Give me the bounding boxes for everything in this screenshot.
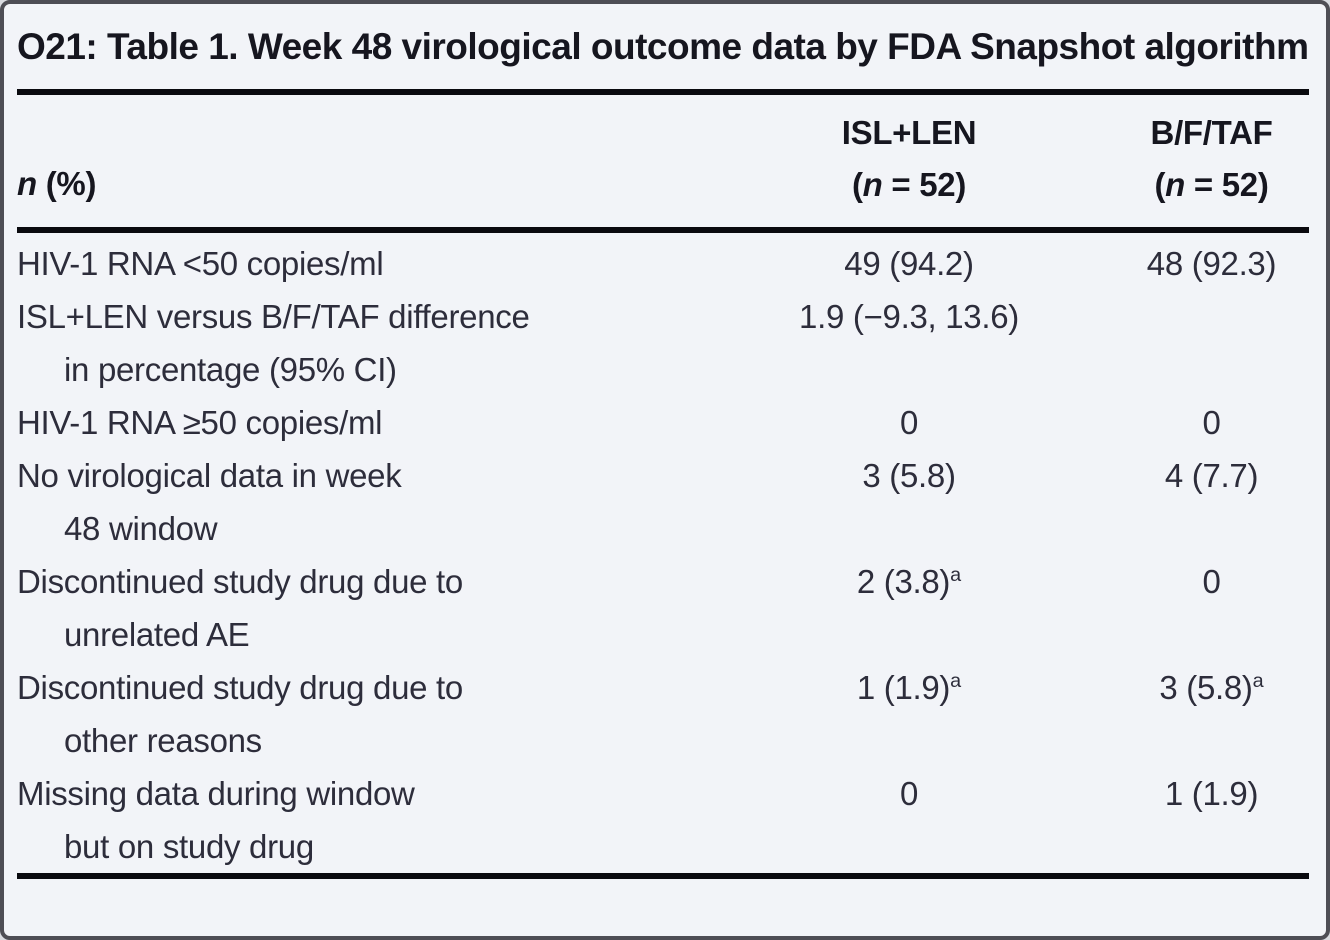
bftaf-value: 0 xyxy=(1054,555,1309,608)
header-col-isl-len: ISL+LEN (n = 52) xyxy=(764,107,1054,211)
header-n-italic: n xyxy=(17,165,37,202)
n-count: = 52) xyxy=(1185,166,1269,203)
isl-len-value: 1.9 (−9.3, 13.6) xyxy=(764,290,1054,343)
row-label-line1: Discontinued study drug due to xyxy=(17,669,463,706)
row-label-line1: Discontinued study drug due to xyxy=(17,563,463,600)
bftaf-value: 1 (1.9) xyxy=(1054,767,1309,820)
isl-len-value: 1 (1.9)a xyxy=(764,661,1054,714)
header-n-rest: (%) xyxy=(36,165,97,202)
row-label-line2: in percentage (95% CI) xyxy=(64,351,397,388)
row-label: Discontinued study drug due to other rea… xyxy=(17,661,764,767)
footnote-marker: a xyxy=(950,564,962,586)
row-label: HIV-1 RNA <50 copies/ml xyxy=(17,237,764,290)
page-title: O21: Table 1. Week 48 virological outcom… xyxy=(17,26,1309,67)
n-italic: n xyxy=(862,166,883,203)
value-text: 0 xyxy=(1202,404,1221,441)
row-label-line2: other reasons xyxy=(64,722,262,759)
top-rule xyxy=(17,89,1309,95)
table-row-hiv-ge50: HIV-1 RNA ≥50 copies/ml 0 0 xyxy=(17,396,1309,449)
header-rule xyxy=(17,227,1309,233)
row-label: Discontinued study drug due to unrelated… xyxy=(17,555,764,661)
isl-len-value: 3 (5.8) xyxy=(764,449,1054,502)
bottom-rule xyxy=(17,873,1309,879)
row-label: HIV-1 RNA ≥50 copies/ml xyxy=(17,396,764,449)
paren: ( xyxy=(851,166,863,203)
header-bftaf-n: (n = 52) xyxy=(1114,159,1309,211)
n-italic: n xyxy=(1165,166,1186,203)
value-text: 48 (92.3) xyxy=(1146,245,1277,282)
bftaf-value: 4 (7.7) xyxy=(1054,449,1309,502)
bftaf-value: 48 (92.3) xyxy=(1054,237,1309,290)
row-label-line1: HIV-1 RNA <50 copies/ml xyxy=(17,245,384,282)
table-row-disc-other-reasons: Discontinued study drug due to other rea… xyxy=(17,661,1309,767)
value-text: 1 (1.9) xyxy=(856,669,951,706)
isl-len-value: 0 xyxy=(764,767,1054,820)
value-text: 3 (5.8) xyxy=(1159,669,1253,706)
isl-len-value: 0 xyxy=(764,396,1054,449)
value-text: 3 (5.8) xyxy=(862,457,956,494)
row-label: Missing data during window but on study … xyxy=(17,767,764,873)
value-text: 2 (3.8) xyxy=(856,563,951,600)
bftaf-value xyxy=(1054,290,1309,343)
row-label: ISL+LEN versus B/F/TAF difference in per… xyxy=(17,290,764,396)
value-text: 0 xyxy=(899,775,919,812)
table-header: n (%) ISL+LEN (n = 52) B/F/TAF (n = 52) xyxy=(17,95,1309,227)
value-text: 0 xyxy=(1202,563,1221,600)
row-label-line1: ISL+LEN versus B/F/TAF difference xyxy=(17,298,530,335)
row-label-line2: unrelated AE xyxy=(64,616,250,653)
table-row-no-virological-data: No virological data in week 48 window 3 … xyxy=(17,449,1309,555)
footnote-marker: a xyxy=(950,670,962,692)
outcome-table: n (%) ISL+LEN (n = 52) B/F/TAF (n = 52) … xyxy=(17,89,1309,879)
row-label-line1: HIV-1 RNA ≥50 copies/ml xyxy=(17,404,383,441)
row-label: No virological data in week 48 window xyxy=(17,449,764,555)
row-label-line1: Missing data during window xyxy=(17,775,415,812)
table-body: HIV-1 RNA <50 copies/ml 49 (94.2) 48 (92… xyxy=(17,233,1309,873)
header-isl-len-name: ISL+LEN xyxy=(841,114,977,151)
header-isl-len-n: (n = 52) xyxy=(764,159,1054,211)
isl-len-value: 2 (3.8)a xyxy=(764,555,1054,608)
header-row-label: n (%) xyxy=(17,158,764,211)
row-label-line1: No virological data in week xyxy=(17,457,402,494)
value-text: 0 xyxy=(899,404,919,441)
isl-len-value: 49 (94.2) xyxy=(764,237,1054,290)
table-row-disc-unrelated-ae: Discontinued study drug due to unrelated… xyxy=(17,555,1309,661)
value-text: 1.9 (−9.3, 13.6) xyxy=(799,298,1019,335)
row-label-line2: but on study drug xyxy=(64,828,314,865)
value-text: 1 (1.9) xyxy=(1164,775,1259,812)
table-row-missing-data: Missing data during window but on study … xyxy=(17,767,1309,873)
bftaf-value: 0 xyxy=(1054,396,1309,449)
row-label-line2: 48 window xyxy=(64,510,218,547)
header-bftaf-name: B/F/TAF xyxy=(1150,114,1273,151)
footnote-marker: a xyxy=(1252,670,1264,692)
table-row-hiv-lt50: HIV-1 RNA <50 copies/ml 49 (94.2) 48 (92… xyxy=(17,237,1309,290)
paren: ( xyxy=(1154,166,1166,203)
value-text: 49 (94.2) xyxy=(844,245,974,282)
table-row-difference: ISL+LEN versus B/F/TAF difference in per… xyxy=(17,290,1309,396)
n-count: = 52) xyxy=(882,166,967,203)
header-col-bftaf: B/F/TAF (n = 52) xyxy=(1054,107,1309,211)
value-text: 4 (7.7) xyxy=(1164,457,1259,494)
bftaf-value: 3 (5.8)a xyxy=(1054,661,1309,714)
